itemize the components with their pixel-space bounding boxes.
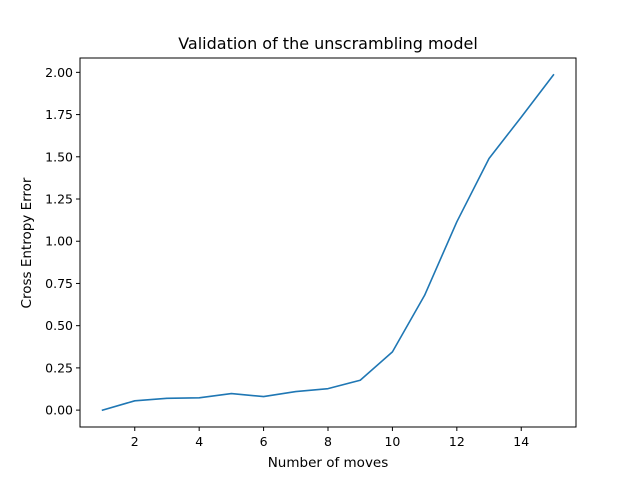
x-tick-label: 8 xyxy=(324,434,332,449)
y-tick-label: 1.25 xyxy=(45,192,73,207)
series-line-1 xyxy=(101,73,555,412)
y-tick-label: 1.75 xyxy=(45,107,73,122)
y-tick-label: 0.50 xyxy=(45,318,73,333)
y-tick-label: 0.75 xyxy=(45,276,73,291)
y-tick-label: 1.50 xyxy=(45,149,73,164)
y-tick-label: 0.00 xyxy=(45,403,73,418)
x-tick-label: 12 xyxy=(449,434,465,449)
y-tick-label: 0.25 xyxy=(45,360,73,375)
plot-area xyxy=(101,73,555,412)
x-tick-label: 6 xyxy=(260,434,268,449)
x-tick-label: 2 xyxy=(131,434,139,449)
x-tick-label: 14 xyxy=(513,434,529,449)
y-tick-label: 2.00 xyxy=(45,65,73,80)
y-tick-label: 1.00 xyxy=(45,234,73,249)
axis-ticks: 2 4 6 8 10 12 14 0.00 0.25 0.50 0.75 1.00 1.25 1.50 1.… xyxy=(45,65,529,449)
x-axis-label: Number of moves xyxy=(268,455,389,471)
y-axis-label: Cross Entropy Error xyxy=(19,177,35,308)
x-tick-label: 10 xyxy=(384,434,400,449)
chart-title: Validation of the unscrambling model xyxy=(178,34,478,53)
plot-frame xyxy=(79,57,577,428)
x-tick-label: 4 xyxy=(195,434,203,449)
